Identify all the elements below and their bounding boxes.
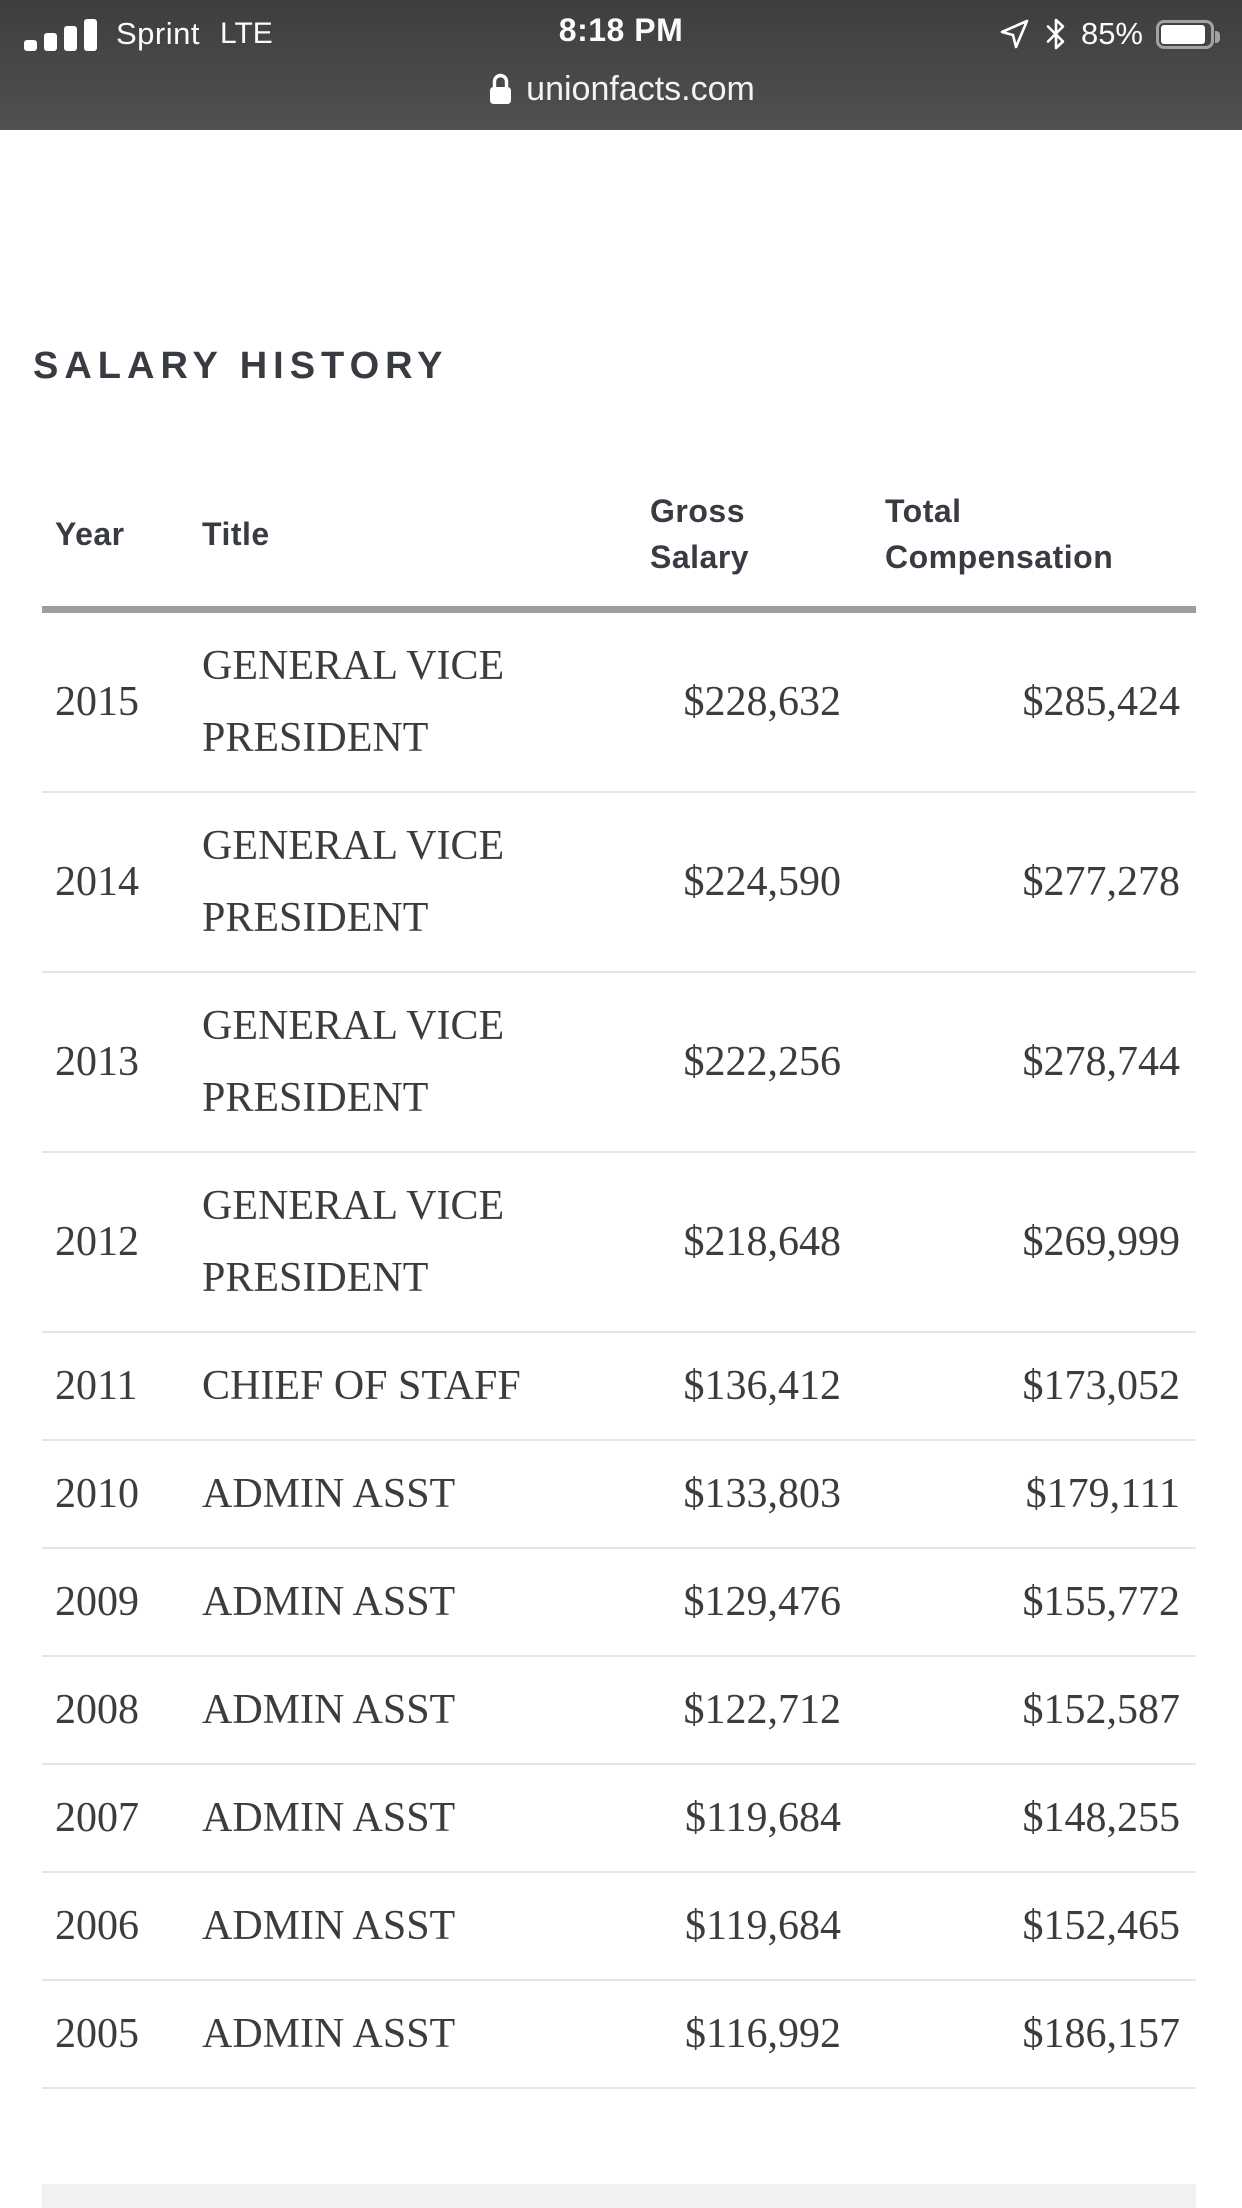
- title-cell: ADMIN ASST: [167, 1548, 622, 1657]
- total-compensation-cell: $186,157: [857, 1980, 1196, 2089]
- title-cell: ADMIN ASST: [167, 1764, 622, 1873]
- status-right-group: 85%: [997, 16, 1220, 52]
- gross-salary-cell: $222,256: [622, 972, 857, 1153]
- table-row: 2009 ADMIN ASST $129,476 $155,772: [42, 1548, 1196, 1657]
- lock-icon: [487, 71, 514, 107]
- gross-salary-cell: $116,992: [622, 1980, 857, 2089]
- url-bar[interactable]: unionfacts.com: [0, 58, 1242, 120]
- total-compensation-cell: $278,744: [857, 972, 1196, 1153]
- total-compensation-cell: $277,278: [857, 792, 1196, 973]
- year-cell: 2011: [42, 1332, 167, 1441]
- total-compensation-cell: $179,111: [857, 1440, 1196, 1549]
- gross-salary-cell: $119,684: [622, 1872, 857, 1981]
- total-compensation-cell: $148,255: [857, 1764, 1196, 1873]
- title-cell: GENERAL VICE PRESIDENT: [167, 792, 622, 973]
- battery-percent-label: 85%: [1080, 16, 1143, 51]
- gross-salary-cell: $224,590: [622, 792, 857, 973]
- year-cell: 2015: [42, 609, 167, 793]
- signal-strength-icon: [24, 18, 102, 51]
- table-row: 2005 ADMIN ASST $116,992 $186,157: [42, 1980, 1196, 2089]
- year-cell: 2007: [42, 1764, 167, 1873]
- table-row: 2006 ADMIN ASST $119,684 $152,465: [42, 1872, 1196, 1981]
- browser-chrome: Sprint LTE 8:18 PM 85%: [0, 0, 1242, 130]
- title-cell: ADMIN ASST: [167, 1656, 622, 1765]
- url-domain-label: unionfacts.com: [526, 69, 755, 108]
- table-row: 2010 ADMIN ASST $133,803 $179,111: [42, 1440, 1196, 1549]
- total-compensation-cell: $155,772: [857, 1548, 1196, 1657]
- table-row: 2007 ADMIN ASST $119,684 $148,255: [42, 1764, 1196, 1873]
- column-header-gross-salary: Gross Salary: [622, 488, 857, 613]
- total-compensation-cell: $152,587: [857, 1656, 1196, 1765]
- column-header-total-compensation: Total Compensation: [857, 488, 1196, 613]
- table-row: 2015 GENERAL VICE PRESIDENT $228,632 $28…: [42, 609, 1196, 793]
- gross-salary-cell: $136,412: [622, 1332, 857, 1441]
- table-row: 2008 ADMIN ASST $122,712 $152,587: [42, 1656, 1196, 1765]
- battery-icon: [1156, 19, 1220, 49]
- table-header-row: Year Title Gross Salary Total Compensati…: [42, 488, 1196, 613]
- year-cell: 2010: [42, 1440, 167, 1549]
- next-section-background: [42, 2184, 1196, 2208]
- year-cell: 2013: [42, 972, 167, 1153]
- total-compensation-cell: $269,999: [857, 1152, 1196, 1333]
- table-row: 2013 GENERAL VICE PRESIDENT $222,256 $27…: [42, 972, 1196, 1153]
- gross-salary-cell: $129,476: [622, 1548, 857, 1657]
- salary-history-table-wrap: Year Title Gross Salary Total Compensati…: [42, 488, 1196, 2089]
- carrier-label: Sprint: [116, 16, 200, 51]
- title-cell: ADMIN ASST: [167, 1980, 622, 2089]
- title-cell: GENERAL VICE PRESIDENT: [167, 1152, 622, 1333]
- year-cell: 2009: [42, 1548, 167, 1657]
- gross-salary-cell: $133,803: [622, 1440, 857, 1549]
- table-row: 2011 CHIEF OF STAFF $136,412 $173,052: [42, 1332, 1196, 1441]
- table-row: 2014 GENERAL VICE PRESIDENT $224,590 $27…: [42, 792, 1196, 973]
- table-row: 2012 GENERAL VICE PRESIDENT $218,648 $26…: [42, 1152, 1196, 1333]
- title-cell: ADMIN ASST: [167, 1872, 622, 1981]
- status-left-group: Sprint LTE: [24, 16, 273, 52]
- status-bar: Sprint LTE 8:18 PM 85%: [0, 0, 1242, 58]
- total-compensation-cell: $152,465: [857, 1872, 1196, 1981]
- title-cell: CHIEF OF STAFF: [167, 1332, 622, 1441]
- gross-salary-cell: $122,712: [622, 1656, 857, 1765]
- network-type-label: LTE: [219, 17, 273, 50]
- total-compensation-cell: $285,424: [857, 609, 1196, 793]
- year-cell: 2008: [42, 1656, 167, 1765]
- title-cell: GENERAL VICE PRESIDENT: [167, 972, 622, 1153]
- year-cell: 2012: [42, 1152, 167, 1333]
- year-cell: 2006: [42, 1872, 167, 1981]
- gross-salary-cell: $119,684: [622, 1764, 857, 1873]
- salary-history-table: Year Title Gross Salary Total Compensati…: [42, 488, 1196, 2089]
- year-cell: 2014: [42, 792, 167, 973]
- column-header-title: Title: [167, 488, 622, 613]
- page-title: SALARY HISTORY: [33, 345, 449, 387]
- location-arrow-icon: [997, 17, 1031, 51]
- year-cell: 2005: [42, 1980, 167, 2089]
- total-compensation-cell: $173,052: [857, 1332, 1196, 1441]
- title-cell: GENERAL VICE PRESIDENT: [167, 609, 622, 793]
- gross-salary-cell: $218,648: [622, 1152, 857, 1333]
- bluetooth-icon: [1044, 17, 1068, 51]
- gross-salary-cell: $228,632: [622, 609, 857, 793]
- title-cell: ADMIN ASST: [167, 1440, 622, 1549]
- column-header-year: Year: [42, 488, 167, 613]
